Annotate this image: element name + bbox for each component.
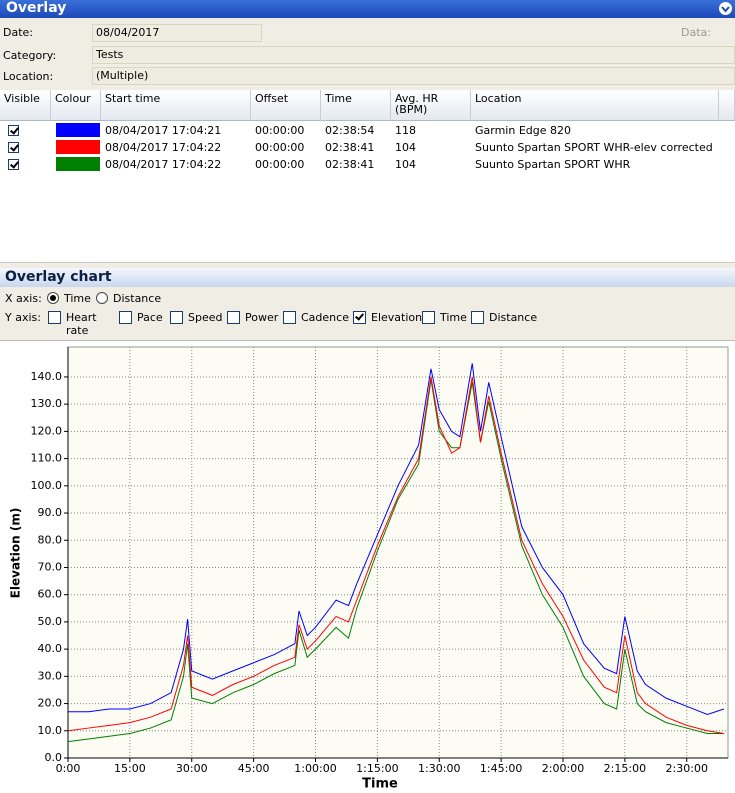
cell: 104 [395, 158, 416, 171]
cell: Suunto Spartan SPORT WHR-elev corrected [475, 141, 713, 154]
x-tick-label: 1:45:00 [480, 762, 522, 775]
y-axis-option: Power [245, 311, 279, 324]
series-line [67, 376, 724, 734]
cell: 00:00:00 [255, 158, 305, 171]
column-header [719, 90, 735, 121]
series-line [67, 379, 724, 743]
cell: 02:38:41 [325, 158, 375, 171]
cell: 118 [395, 124, 416, 137]
y-axis-title: Elevation (m) [9, 508, 23, 599]
section-title: Overlay chart [0, 268, 735, 287]
y-tick-label: 30.0 [38, 669, 63, 682]
x-axis-option-label: X axis: [5, 292, 42, 305]
x-tick-label: 2:00:00 [542, 762, 584, 775]
x-tick-label: 30:00 [176, 762, 208, 775]
column-header: Colour [51, 90, 101, 121]
location-label: Location: [3, 70, 54, 83]
y-tick-label: 120.0 [31, 424, 63, 437]
y-tick-label: 110.0 [31, 452, 63, 465]
colour-swatch [56, 140, 100, 154]
x-tick-label: 45:00 [238, 762, 270, 775]
visible-checkbox[interactable] [8, 142, 19, 153]
y-axis-option: Cadence [301, 311, 349, 324]
x-axis-option: Distance [113, 292, 162, 305]
data-label: Data: [681, 26, 711, 39]
location-field[interactable]: (Multiple) [92, 67, 735, 85]
x-tick-label: 0:00 [56, 762, 81, 775]
visible-checkbox[interactable] [8, 125, 19, 136]
cell: 00:00:00 [255, 141, 305, 154]
y-axis-checkbox[interactable] [170, 311, 183, 324]
x-axis-radio[interactable] [47, 292, 59, 304]
column-header: Offset [251, 90, 321, 121]
y-axis-checkbox[interactable] [227, 311, 240, 324]
y-tick-label: 50.0 [38, 615, 63, 628]
y-tick-label: 80.0 [38, 533, 63, 546]
y-axis-option: Pace [137, 311, 163, 324]
y-tick-label: 130.0 [31, 397, 63, 410]
y-tick-label: 10.0 [38, 724, 63, 737]
y-axis-option: Elevation [371, 311, 423, 324]
cell: 02:38:54 [325, 124, 375, 137]
date-label: Date: [3, 26, 33, 39]
y-axis-checkbox[interactable] [283, 311, 296, 324]
cell: 08/04/2017 17:04:22 [105, 141, 222, 154]
cell: Suunto Spartan SPORT WHR [475, 158, 631, 171]
overlay-table: Visible Colour Start time Offset Time Avg. HR… [0, 90, 735, 263]
y-tick-label: 0.0 [45, 751, 63, 764]
y-axis-option: Time [440, 311, 467, 324]
x-tick-label: 1:30:00 [418, 762, 460, 775]
x-tick-label: 1:00:00 [294, 762, 336, 775]
cell: 02:38:41 [325, 141, 375, 154]
column-header: Avg. HR (BPM) [391, 90, 471, 121]
y-tick-label: 70.0 [38, 560, 63, 573]
column-header: Location [471, 90, 719, 121]
x-tick-label: 15:00 [114, 762, 146, 775]
colour-swatch [56, 123, 100, 137]
chart: Time Elevation (m) 0.0 10.0 20.0 30.0 40.0 50… [0, 340, 735, 793]
y-tick-label: 20.0 [38, 697, 63, 710]
x-axis-title: Time [362, 777, 398, 792]
date-field[interactable]: 08/04/2017 [92, 24, 262, 42]
column-header: Time [321, 90, 391, 121]
y-axis-option: Heart rate [66, 311, 97, 337]
cell: 104 [395, 141, 416, 154]
y-tick-label: 100.0 [31, 479, 63, 492]
y-tick-label: 60.0 [38, 588, 63, 601]
panel-title: Overlay [0, 0, 735, 18]
y-tick-label: 90.0 [38, 506, 63, 519]
y-tick-label: 40.0 [38, 642, 63, 655]
cell: 00:00:00 [255, 124, 305, 137]
y-axis-checkbox[interactable] [119, 311, 132, 324]
series-line [68, 363, 725, 715]
y-axis-option: Speed [188, 311, 223, 324]
colour-swatch [56, 157, 100, 171]
cell: 08/04/2017 17:04:21 [105, 124, 222, 137]
column-header: Visible [0, 90, 51, 121]
y-axis-checkbox[interactable] [422, 311, 435, 324]
category-field[interactable]: Tests [92, 46, 735, 64]
x-tick-label: 2:30:00 [666, 762, 708, 775]
x-tick-label: 2:15:00 [604, 762, 646, 775]
y-axis-option: Distance [489, 311, 538, 324]
x-axis-radio[interactable] [96, 292, 108, 304]
y-axis-checkbox[interactable] [353, 311, 366, 324]
y-axis-option-label: Y axis: [5, 311, 41, 324]
x-tick-label: 1:15:00 [356, 762, 398, 775]
cell: 08/04/2017 17:04:22 [105, 158, 222, 171]
cell: Garmin Edge 820 [475, 124, 572, 137]
x-axis-option: Time [64, 292, 91, 305]
column-header: Start time [101, 90, 251, 121]
y-axis-checkbox[interactable] [471, 311, 484, 324]
plot-area [67, 346, 729, 759]
y-tick-label: 140.0 [31, 370, 63, 383]
collapse-button[interactable] [718, 1, 733, 16]
y-axis-checkbox[interactable] [48, 311, 61, 324]
category-label: Category: [3, 49, 57, 62]
visible-checkbox[interactable] [8, 159, 19, 170]
